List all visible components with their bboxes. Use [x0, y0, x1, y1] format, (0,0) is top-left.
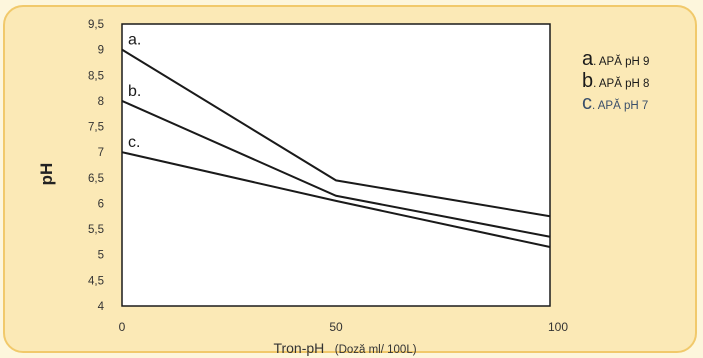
legend-entry-b: b. APĂ pH 8 — [582, 70, 697, 92]
y-tick-label: 6 — [98, 198, 104, 210]
legend-letter: a — [582, 48, 594, 70]
legend-letter: b — [582, 70, 594, 92]
legend-letter: c — [582, 92, 592, 114]
x-tick-label: 100 — [548, 320, 568, 334]
series-label-a: a. — [128, 32, 141, 49]
y-tick-label: 5,5 — [88, 224, 104, 236]
y-tick-label: 8 — [98, 96, 104, 108]
x-axis-label-suffix: (Doză ml/ 100L) — [335, 344, 417, 356]
x-axis-label-main: Tron-pH — [273, 340, 324, 356]
x-axis-label: Tron-pH (Doză ml/ 100L) — [273, 340, 416, 357]
series-line-c — [121, 151, 551, 249]
legend-entry-a: a. APĂ pH 9 — [582, 48, 697, 70]
legend-name: APĂ pH 7 — [597, 100, 649, 112]
x-tick-label: 50 — [329, 320, 343, 334]
legend-entry-c: c. APĂ pH 7 — [582, 92, 697, 114]
series-line-b — [121, 99, 551, 238]
legend-name: APĂ pH 8 — [598, 78, 650, 90]
y-tick-label: 7,5 — [88, 122, 104, 134]
y-tick-label: 8,5 — [88, 70, 104, 82]
x-tick-label: 0 — [119, 320, 126, 334]
y-tick-label: 4 — [98, 301, 105, 313]
y-tick-label: 5 — [98, 250, 104, 262]
legend-separator: . — [592, 100, 598, 112]
legend-separator: . — [593, 78, 599, 90]
y-tick-label: 9,5 — [88, 19, 104, 31]
legend: a. APĂ pH 9 b. APĂ pH 8 c. APĂ pH 7 — [582, 48, 697, 114]
legend-name: APĂ pH 9 — [598, 56, 650, 68]
legend-separator: . — [593, 56, 599, 68]
series-label-b: b. — [128, 83, 141, 100]
y-tick-label: 6,5 — [88, 173, 104, 185]
series-line-a — [121, 48, 551, 218]
plot-area — [121, 23, 551, 307]
y-tick-label: 9 — [98, 45, 104, 57]
y-tick-label: 7 — [98, 147, 104, 159]
y-axis-label: pH — [37, 163, 56, 186]
series-label-c: c. — [128, 134, 140, 151]
y-tick-label: 4,5 — [88, 275, 104, 287]
